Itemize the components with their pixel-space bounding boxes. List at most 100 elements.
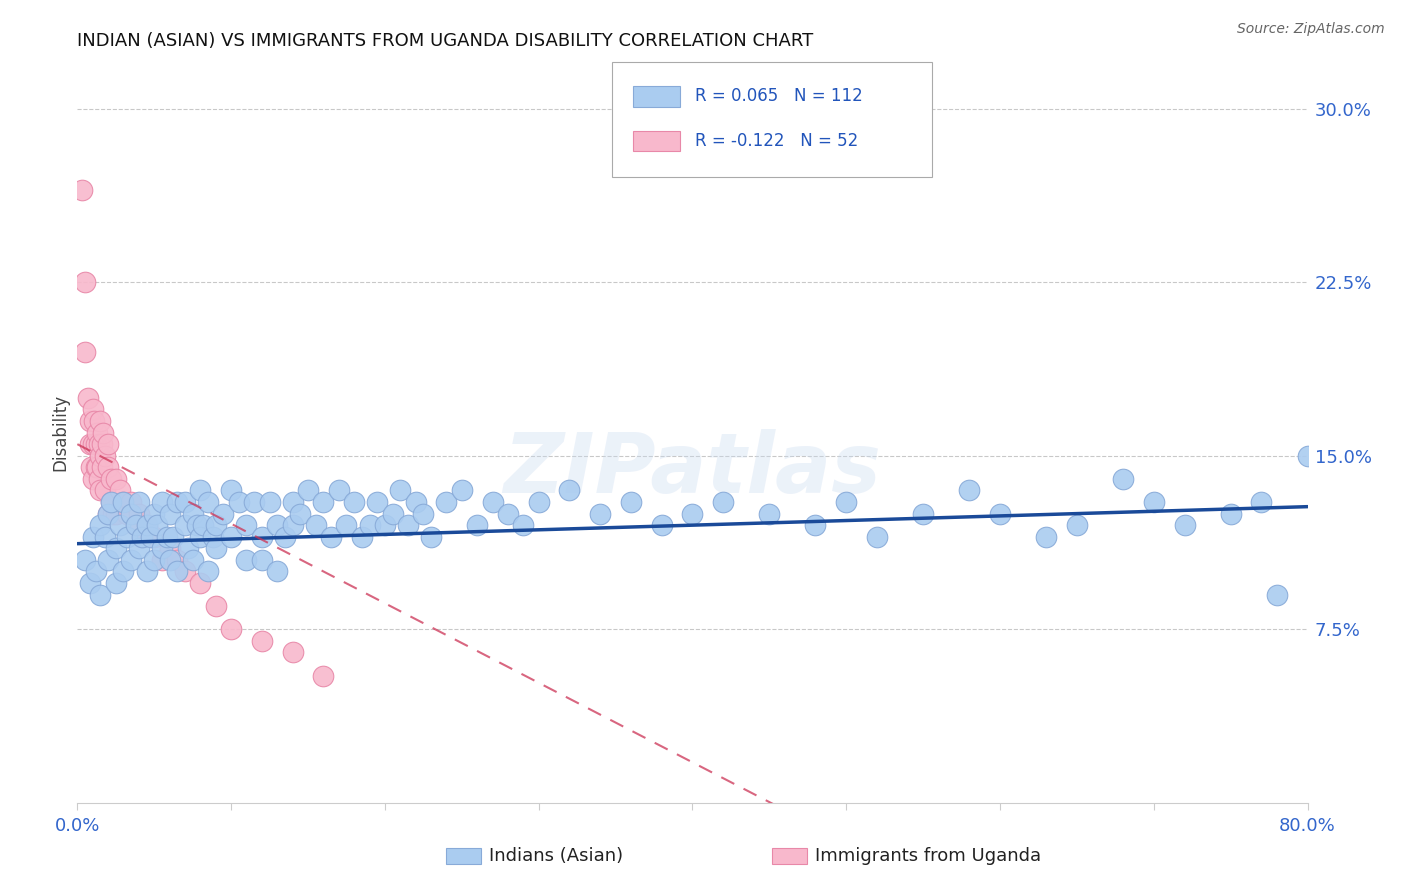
Point bbox=[512, 518, 534, 533]
Point bbox=[131, 530, 153, 544]
Point bbox=[82, 472, 104, 486]
Point bbox=[266, 565, 288, 579]
Point bbox=[204, 541, 226, 556]
Point bbox=[86, 425, 108, 440]
Point bbox=[97, 437, 120, 451]
Point bbox=[193, 518, 215, 533]
Point bbox=[866, 530, 889, 544]
Point bbox=[70, 183, 93, 197]
Point bbox=[120, 507, 142, 521]
Text: R = 0.065   N = 112: R = 0.065 N = 112 bbox=[695, 87, 863, 105]
Point bbox=[94, 483, 117, 498]
FancyBboxPatch shape bbox=[613, 62, 932, 178]
Point bbox=[112, 495, 135, 509]
Point bbox=[204, 599, 226, 614]
Point bbox=[281, 645, 304, 659]
Point bbox=[359, 518, 381, 533]
Point bbox=[481, 495, 503, 509]
Point bbox=[79, 414, 101, 428]
Point bbox=[120, 553, 142, 567]
Point bbox=[89, 588, 111, 602]
Point bbox=[112, 565, 135, 579]
Point bbox=[83, 414, 105, 428]
Point bbox=[104, 472, 127, 486]
Point bbox=[104, 507, 127, 521]
Point bbox=[143, 553, 166, 567]
Text: INDIAN (ASIAN) VS IMMIGRANTS FROM UGANDA DISABILITY CORRELATION CHART: INDIAN (ASIAN) VS IMMIGRANTS FROM UGANDA… bbox=[77, 32, 814, 50]
Point bbox=[166, 495, 188, 509]
Point bbox=[197, 565, 219, 579]
Point bbox=[87, 472, 110, 486]
Point bbox=[82, 402, 104, 417]
Point bbox=[343, 495, 366, 509]
Point bbox=[135, 565, 157, 579]
Point bbox=[77, 391, 100, 405]
Point bbox=[396, 518, 419, 533]
Point bbox=[125, 518, 148, 533]
Point bbox=[1219, 507, 1241, 521]
Point bbox=[558, 483, 581, 498]
Point bbox=[143, 530, 166, 544]
Text: Immigrants from Uganda: Immigrants from Uganda bbox=[815, 847, 1042, 865]
Point bbox=[201, 530, 224, 544]
Point bbox=[758, 507, 780, 521]
Point bbox=[159, 541, 181, 556]
Point bbox=[1066, 518, 1088, 533]
Point bbox=[181, 553, 204, 567]
Point bbox=[711, 495, 734, 509]
Point bbox=[73, 344, 96, 359]
Point bbox=[228, 495, 250, 509]
FancyBboxPatch shape bbox=[634, 87, 681, 107]
Y-axis label: Disability: Disability bbox=[51, 394, 69, 471]
Point bbox=[80, 460, 103, 475]
Point bbox=[305, 518, 328, 533]
Point bbox=[174, 565, 197, 579]
Point bbox=[1035, 530, 1057, 544]
Point bbox=[197, 495, 219, 509]
Point bbox=[1265, 588, 1288, 602]
Point bbox=[128, 495, 150, 509]
Point bbox=[328, 483, 350, 498]
Point bbox=[162, 530, 184, 544]
Point bbox=[155, 530, 177, 544]
Point bbox=[166, 553, 188, 567]
Point bbox=[235, 518, 257, 533]
Point bbox=[166, 565, 188, 579]
Point bbox=[146, 518, 169, 533]
Point bbox=[350, 530, 373, 544]
Text: ZIPatlas: ZIPatlas bbox=[503, 429, 882, 510]
Point bbox=[297, 483, 319, 498]
FancyBboxPatch shape bbox=[772, 848, 807, 864]
Point bbox=[87, 437, 110, 451]
Point bbox=[89, 414, 111, 428]
Point bbox=[290, 507, 312, 521]
Point bbox=[128, 507, 150, 521]
Point bbox=[188, 530, 212, 544]
Point bbox=[93, 425, 115, 440]
Point bbox=[988, 507, 1011, 521]
Point bbox=[115, 530, 138, 544]
Point bbox=[682, 507, 704, 521]
Point bbox=[159, 507, 181, 521]
Point bbox=[436, 495, 458, 509]
Point bbox=[90, 460, 114, 475]
Point bbox=[143, 507, 166, 521]
Point bbox=[1250, 495, 1272, 509]
Point bbox=[188, 483, 212, 498]
Point bbox=[101, 507, 124, 521]
Point bbox=[420, 530, 443, 544]
Point bbox=[174, 518, 197, 533]
Point bbox=[266, 518, 288, 533]
Point bbox=[73, 553, 96, 567]
Point bbox=[89, 483, 111, 498]
Point bbox=[104, 541, 127, 556]
Point bbox=[651, 518, 673, 533]
Point bbox=[110, 483, 132, 498]
Point bbox=[79, 576, 101, 591]
Point bbox=[150, 553, 173, 567]
Point bbox=[177, 541, 200, 556]
Point bbox=[110, 518, 132, 533]
Point bbox=[312, 495, 335, 509]
Point bbox=[1174, 518, 1197, 533]
Point bbox=[150, 541, 173, 556]
